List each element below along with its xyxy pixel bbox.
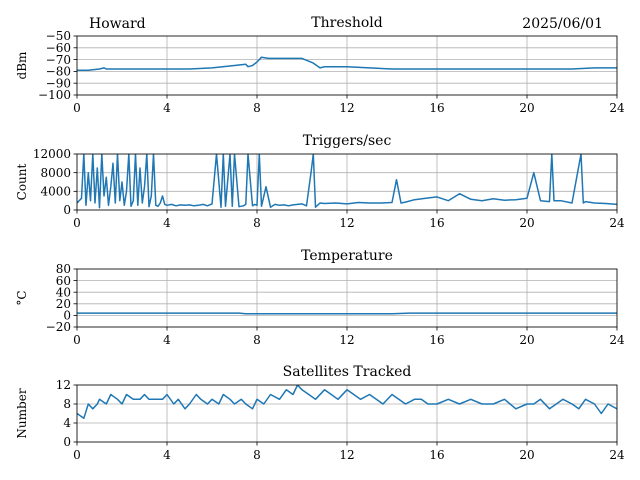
triggers-ytick-label-0: 0	[63, 203, 71, 217]
temperature-ytick-label-4: 60	[56, 274, 71, 288]
threshold-ytick-label-4: −60	[46, 41, 71, 55]
satellites-xtick-label-2: 8	[253, 448, 261, 462]
threshold-series-line	[77, 56, 617, 71]
temperature-ylabel: °C	[15, 290, 29, 305]
station-name: Howard	[89, 16, 146, 32]
satellites-xtick-label-1: 4	[163, 448, 171, 462]
temperature-series-line	[77, 312, 617, 315]
chart-panel-satellites: 0 4 8 12 16 20 24 0 4 8 12 Satellites Tracked Number	[15, 364, 625, 462]
satellites-xtick-label-6: 24	[609, 448, 625, 462]
satellites-ytick-label-0: 0	[63, 435, 71, 449]
temperature-ytick-label-3: 40	[56, 285, 71, 299]
threshold-ytick-label-3: −70	[46, 53, 71, 67]
triggers-ytick-label-2: 8000	[40, 166, 71, 180]
temperature-ytick-label-2: 20	[56, 297, 71, 311]
triggers-xtick-label-1: 4	[163, 216, 171, 230]
temperature-ytick-label-5: 80	[56, 262, 71, 276]
triggers-xtick-label-5: 20	[519, 216, 534, 230]
satellites-ytick-label-3: 12	[56, 378, 71, 392]
temperature-xtick-label-0: 0	[73, 333, 81, 347]
temperature-xtick-label-4: 16	[429, 333, 444, 347]
triggers-ytick-label-3: 12000	[33, 147, 71, 161]
satellites-ylabel: Number	[15, 388, 29, 438]
threshold-xtick-label-1: 4	[163, 101, 171, 115]
triggers-xtick-label-6: 24	[609, 216, 625, 230]
triggers-title: Triggers/sec	[303, 133, 392, 149]
threshold-ytick-label-5: −50	[46, 29, 71, 43]
satellites-series-line	[77, 385, 617, 420]
triggers-xtick-label-2: 8	[253, 216, 261, 230]
temperature-xtick-label-2: 8	[253, 333, 261, 347]
threshold-ylabel: dBm	[15, 51, 29, 80]
chart-panel-threshold: 0 4 8 12 16 20 24 −100−90−80−70−60−50 Threshold d…	[15, 15, 625, 115]
satellites-title: Satellites Tracked	[283, 364, 412, 380]
threshold-ytick-label-2: −80	[46, 65, 71, 79]
temperature-xtick-label-5: 20	[519, 333, 534, 347]
triggers-ytick-label-1: 4000	[40, 185, 71, 199]
temperature-ytick-label-0: −20	[46, 320, 71, 334]
threshold-ytick-label-0: −100	[38, 88, 71, 102]
satellites-xtick-label-0: 0	[73, 448, 81, 462]
panels: 0 4 8 12 16 20 24 −100−90−80−70−60−50 Threshold d…	[15, 15, 625, 462]
threshold-xtick-label-2: 8	[253, 101, 261, 115]
satellites-xtick-label-3: 12	[339, 448, 354, 462]
threshold-xtick-label-4: 16	[429, 101, 444, 115]
temperature-xtick-label-6: 24	[609, 333, 625, 347]
temperature-title: Temperature	[301, 248, 393, 264]
chart-panel-triggers: 0 4 8 12 16 20 24 0 4000 8000 12000 Triggers/sec Cou…	[15, 133, 625, 230]
triggers-xtick-label-3: 12	[339, 216, 354, 230]
triggers-series-line	[77, 154, 617, 209]
temperature-ytick-label-1: 0	[63, 309, 71, 323]
satellites-xtick-label-4: 16	[429, 448, 444, 462]
satellites-xtick-label-5: 20	[519, 448, 534, 462]
temperature-xtick-label-3: 12	[339, 333, 354, 347]
threshold-xtick-label-6: 24	[609, 101, 625, 115]
threshold-title: Threshold	[311, 15, 382, 31]
triggers-ylabel: Count	[15, 163, 29, 200]
threshold-xtick-label-3: 12	[339, 101, 354, 115]
satellites-ytick-label-1: 4	[63, 416, 71, 430]
threshold-xtick-label-0: 0	[73, 101, 81, 115]
threshold-ytick-label-1: −90	[46, 76, 71, 90]
threshold-xtick-label-5: 20	[519, 101, 534, 115]
temperature-xtick-label-1: 4	[163, 333, 171, 347]
triggers-xtick-label-0: 0	[73, 216, 81, 230]
date-label: 2025/06/01	[522, 16, 603, 32]
satellites-ytick-label-2: 8	[63, 397, 71, 411]
triggers-xtick-label-4: 16	[429, 216, 444, 230]
